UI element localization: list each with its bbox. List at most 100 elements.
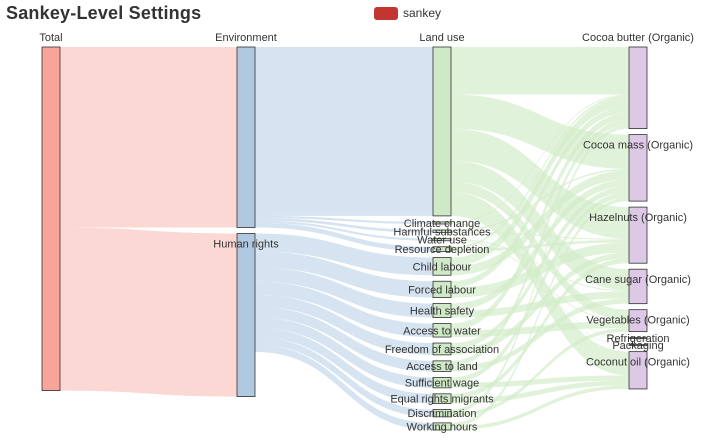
nodes-layer — [41, 46, 648, 431]
sankey-link[interactable] — [451, 258, 629, 399]
sankey-link[interactable] — [451, 385, 629, 430]
sankey-link[interactable] — [255, 47, 433, 216]
sankey-node[interactable] — [41, 46, 61, 391]
sankey-node[interactable] — [628, 309, 648, 333]
sankey-link[interactable] — [451, 380, 629, 404]
node-label: Health safety — [410, 306, 475, 318]
sankey-link[interactable] — [255, 233, 433, 276]
sankey-link[interactable] — [451, 375, 629, 388]
sankey-node[interactable] — [236, 233, 256, 397]
legend[interactable]: sankey — [374, 6, 441, 20]
sankey-link[interactable] — [255, 251, 433, 298]
legend-swatch[interactable] — [374, 6, 398, 20]
labels-layer: Total Environment Human rights Land use Clim… — [39, 32, 694, 433]
sankey-link[interactable] — [451, 124, 629, 414]
sankey-link[interactable] — [451, 298, 629, 372]
sankey-link[interactable] — [451, 106, 629, 288]
legend-label[interactable]: sankey — [403, 6, 442, 20]
sankey-link[interactable] — [255, 218, 433, 233]
node-label: Hazelnuts (Organic) — [589, 212, 687, 224]
sankey-node[interactable] — [432, 360, 452, 372]
node-label: Vegetables (Organic) — [586, 315, 689, 327]
sankey-link[interactable] — [255, 281, 433, 338]
sankey-link[interactable] — [60, 47, 237, 228]
sankey-node[interactable] — [432, 280, 452, 298]
node-label: Discrimination — [407, 408, 476, 420]
node-label: Cocoa butter (Organic) — [582, 32, 694, 44]
sankey-link[interactable] — [255, 327, 433, 404]
sankey-node[interactable] — [432, 238, 452, 242]
sankey-link[interactable] — [451, 239, 629, 322]
node-label: Cocoa mass (Organic) — [583, 140, 693, 152]
sankey-node[interactable] — [628, 46, 648, 129]
sankey-link[interactable] — [451, 97, 629, 267]
sankey-link[interactable] — [255, 344, 433, 430]
sankey-link[interactable] — [451, 181, 629, 321]
sankey-link[interactable] — [255, 295, 433, 355]
sankey-node[interactable] — [432, 46, 452, 217]
sankey-node[interactable] — [628, 134, 648, 202]
sankey-link[interactable] — [451, 197, 629, 427]
page-title: Sankey-Level Settings — [6, 3, 202, 23]
sankey-node[interactable] — [432, 303, 452, 318]
sankey-link[interactable] — [451, 231, 629, 240]
sankey-node[interactable] — [628, 268, 648, 305]
sankey-node[interactable] — [432, 323, 452, 338]
node-label: Freedom of association — [385, 344, 499, 356]
sankey-node[interactable] — [628, 206, 648, 264]
node-label: Coconut oil (Organic) — [586, 357, 690, 369]
node-label: Forced labour — [408, 284, 476, 296]
node-label: Child labour — [413, 261, 472, 273]
sankey-link[interactable] — [451, 252, 629, 355]
links-layer — [60, 47, 629, 430]
sankey-link[interactable] — [451, 112, 629, 331]
sankey-node[interactable] — [628, 351, 648, 390]
node-label: Cane sugar (Organic) — [585, 274, 691, 286]
node-label: Environment — [215, 32, 277, 44]
node-label: Resource depletion — [395, 244, 490, 256]
node-label: Climate change — [404, 218, 480, 230]
sankey-node[interactable] — [432, 257, 452, 276]
sankey-node[interactable] — [432, 342, 452, 356]
node-label: Human rights — [213, 239, 279, 251]
sankey-link[interactable] — [451, 119, 629, 367]
sankey-node[interactable] — [628, 337, 648, 340]
sankey-link[interactable] — [451, 168, 629, 232]
node-label: Water use — [417, 235, 467, 247]
node-label: Working hours — [407, 421, 478, 433]
sankey-link[interactable] — [255, 317, 433, 388]
sankey-node[interactable] — [432, 377, 452, 389]
sankey-link[interactable] — [255, 306, 433, 372]
sankey-link[interactable] — [451, 192, 629, 383]
sankey-node[interactable] — [432, 221, 452, 225]
node-label: Packaging — [612, 340, 663, 352]
sankey-node[interactable] — [432, 393, 452, 404]
sankey-link[interactable] — [60, 227, 237, 397]
sankey-link[interactable] — [451, 327, 629, 417]
sankey-node[interactable] — [432, 409, 452, 418]
sankey-link[interactable] — [451, 94, 629, 223]
node-label: Equal rights migrants — [390, 394, 494, 406]
sankey-node[interactable] — [432, 246, 452, 252]
node-label: Refrigeration — [607, 333, 670, 345]
sankey-node[interactable] — [432, 229, 452, 234]
sankey-link[interactable] — [255, 337, 433, 417]
sankey-node[interactable] — [628, 344, 648, 347]
sankey-node[interactable] — [236, 46, 256, 228]
sankey-link[interactable] — [255, 220, 433, 241]
node-label: Land use — [419, 32, 464, 44]
sankey-link[interactable] — [255, 215, 433, 225]
sankey-link[interactable] — [255, 267, 433, 318]
sankey-link[interactable] — [451, 95, 629, 249]
sankey-link[interactable] — [255, 222, 433, 252]
sankey-link[interactable] — [451, 47, 629, 95]
sankey-node[interactable] — [432, 422, 452, 431]
node-label: Harmful substances — [393, 226, 491, 238]
node-label: Access to water — [403, 325, 481, 337]
node-label: Sufficient wage — [405, 378, 479, 390]
node-label: Total — [39, 32, 62, 44]
sankey-link[interactable] — [451, 223, 629, 346]
sankey-link[interactable] — [451, 192, 629, 376]
node-label: Access to land — [406, 361, 478, 373]
